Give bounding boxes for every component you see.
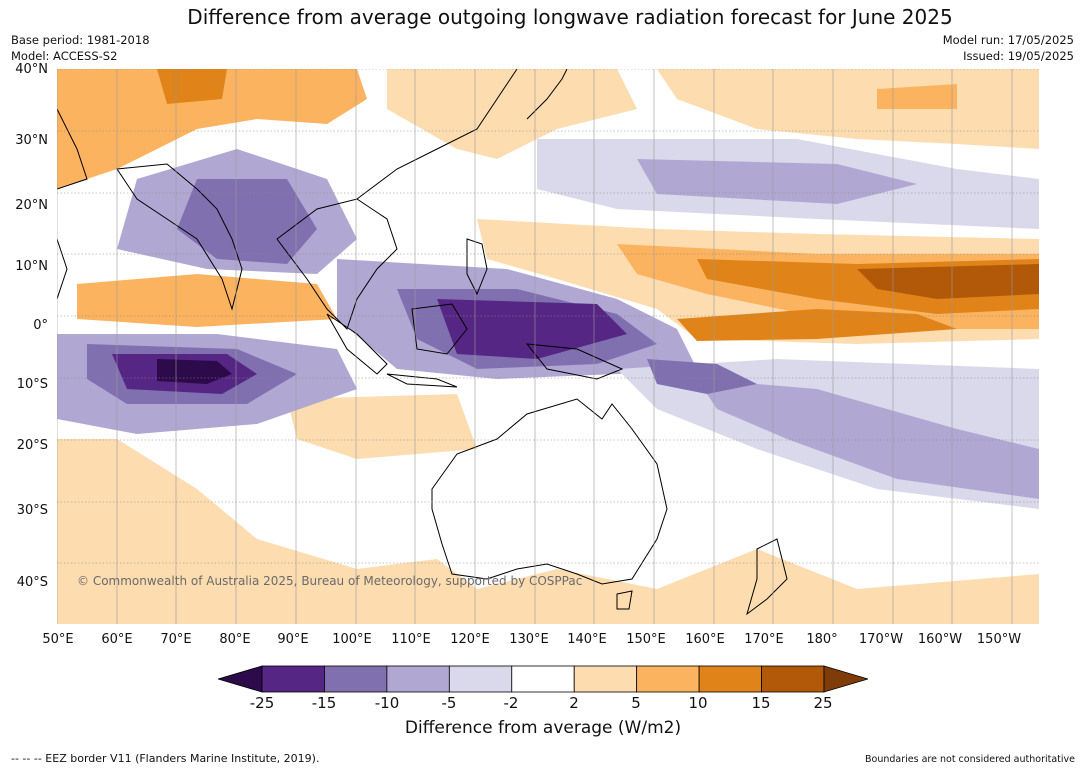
copyright-notice: © Commonwealth of Australia 2025, Bureau… xyxy=(77,574,583,588)
lon-label: 180° xyxy=(806,632,838,647)
lat-label-equator: 0° xyxy=(33,318,48,333)
lat-label-10n: 10°N xyxy=(15,259,48,274)
lon-label: 70°E xyxy=(160,632,192,647)
africa-outline xyxy=(57,238,68,300)
colorbar-segment xyxy=(698,665,762,693)
lon-label: 100°E xyxy=(332,632,372,647)
philippines-outline xyxy=(466,238,488,296)
positive-anomaly-region xyxy=(677,309,957,341)
lon-label: 50°E xyxy=(42,632,74,647)
meta-left: Base period: 1981-2018 Model: ACCESS-S2 xyxy=(11,32,150,64)
australia-outline xyxy=(431,398,668,585)
new-guinea-outline xyxy=(525,343,624,380)
lon-label: 90°E xyxy=(277,632,309,647)
southeast-asia-outline xyxy=(276,198,398,330)
eez-note: -- -- -- EEZ border V11 (Flanders Marine… xyxy=(11,752,320,765)
positive-anomaly-region xyxy=(57,439,1039,624)
lon-label: 150°E xyxy=(626,632,666,647)
map-title: Difference from average outgoing longwav… xyxy=(187,5,953,29)
lon-label: 130°E xyxy=(509,632,549,647)
positive-anomaly-region xyxy=(57,69,367,189)
lon-label: 170°E xyxy=(744,632,784,647)
lat-label-20s: 20°S xyxy=(16,438,48,453)
positive-anomaly-region xyxy=(387,69,637,159)
colorbar-tick-label: 2 xyxy=(569,694,579,712)
arabia-outline xyxy=(57,108,88,190)
negative-anomaly-region xyxy=(177,179,317,264)
lat-label-10s: 10°S xyxy=(16,377,48,392)
colorbar-extend-high xyxy=(823,665,870,693)
negative-anomaly-region xyxy=(697,379,1039,499)
japan-outline xyxy=(526,69,568,120)
meta-right: Model run: 17/05/2025 Issued: 19/05/2025 xyxy=(943,32,1074,64)
lat-label-40s: 40°S xyxy=(16,575,48,590)
colorbar-segment xyxy=(386,665,450,693)
tasmania-outline xyxy=(616,590,633,610)
coastlines xyxy=(57,69,788,616)
colorbar-segment xyxy=(636,665,700,693)
positive-anomaly-region xyxy=(157,69,227,104)
lon-label: 60°E xyxy=(101,632,133,647)
positive-anomaly-region xyxy=(77,274,337,327)
lon-label: 160°W xyxy=(917,632,963,647)
india-outline xyxy=(116,163,243,311)
colorbar-title: Difference from average (W/m2) xyxy=(404,718,682,738)
negative-anomaly-region xyxy=(437,299,627,359)
borneo-outline xyxy=(411,303,468,355)
lon-label: 120°E xyxy=(450,632,490,647)
new-zealand-outline xyxy=(746,538,788,616)
colorbar-tick-label: 25 xyxy=(813,694,833,712)
model-text: Model: ACCESS-S2 xyxy=(11,49,118,63)
map-gridlines xyxy=(57,69,1039,564)
issued-text: Issued: 19/05/2025 xyxy=(963,49,1074,63)
positive-anomaly-region xyxy=(857,264,1039,299)
sumatra-outline xyxy=(326,313,388,375)
boundaries-note: Boundaries are not considered authoritat… xyxy=(865,754,1075,765)
colorbar-segment xyxy=(761,665,825,693)
lon-label: 80°E xyxy=(219,632,251,647)
forecast-map xyxy=(57,69,1039,624)
colorbar-tick-label: -10 xyxy=(374,694,400,712)
negative-anomaly-region xyxy=(637,159,917,204)
java-outline xyxy=(386,373,458,388)
lat-label-30n: 30°N xyxy=(15,133,48,148)
model-run-text: Model run: 17/05/2025 xyxy=(942,33,1074,47)
colorbar-segment xyxy=(511,665,575,693)
colorbar-tick-label: -5 xyxy=(441,694,457,712)
colorbar-segment xyxy=(261,665,325,693)
lat-label-30s: 30°S xyxy=(16,503,48,518)
colorbar-segment xyxy=(448,665,513,693)
colorbar-extend-low xyxy=(216,665,263,693)
colorbar-tick-label: 10 xyxy=(688,694,708,712)
colorbar-tick-label: 5 xyxy=(631,694,641,712)
lat-label-40n: 40°N xyxy=(15,62,48,77)
negative-anomaly-region xyxy=(647,359,757,394)
colorbar-tick-label: 15 xyxy=(751,694,771,712)
colorbar-tick-label: -25 xyxy=(249,694,275,712)
colorbar-tick-label: -2 xyxy=(503,694,519,712)
lat-label-20n: 20°N xyxy=(15,198,48,213)
colorbar-segment xyxy=(573,665,638,693)
lon-label: 170°W xyxy=(858,632,904,647)
anomaly-shading xyxy=(57,69,1039,624)
lon-label: 110°E xyxy=(391,632,431,647)
lon-label: 150°W xyxy=(976,632,1022,647)
base-period-text: Base period: 1981-2018 xyxy=(11,33,150,47)
colorbar-segment xyxy=(324,665,388,693)
colorbar xyxy=(216,664,870,694)
colorbar-tick-label: -15 xyxy=(311,694,337,712)
positive-anomaly-region xyxy=(877,84,957,109)
china-coast-outline xyxy=(356,69,518,200)
lon-label: 160°E xyxy=(685,632,725,647)
positive-anomaly-region xyxy=(287,394,477,459)
lon-label: 140°E xyxy=(567,632,607,647)
map-meridians xyxy=(57,69,1013,624)
